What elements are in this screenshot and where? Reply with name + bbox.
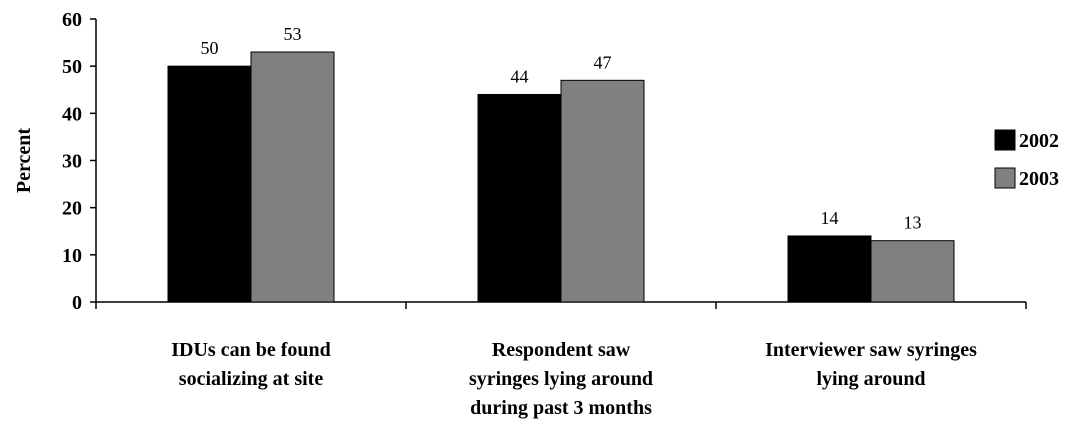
y-tick-label: 10 xyxy=(62,245,82,267)
y-tick-label: 20 xyxy=(62,198,82,220)
data-label: 13 xyxy=(904,213,922,233)
legend-swatch-2002 xyxy=(994,129,1016,151)
bar-2002-1 xyxy=(477,93,562,303)
bar-2003-1 xyxy=(560,79,645,303)
y-tick-label: 40 xyxy=(62,103,82,125)
category-label: Interviewer saw syringes xyxy=(765,339,977,361)
y-tick-label: 50 xyxy=(62,56,82,78)
bar-2002-2 xyxy=(787,235,872,303)
chart-legend: 2002 2003 xyxy=(994,129,1059,190)
legend-label: 2003 xyxy=(1019,168,1059,190)
category-label: lying around xyxy=(816,368,925,390)
bar-2002-0 xyxy=(167,65,252,303)
category-label: syringes lying around xyxy=(469,368,653,390)
y-tick-label: 30 xyxy=(62,151,82,173)
category-label: during past 3 months xyxy=(470,397,652,419)
data-label: 53 xyxy=(284,24,302,44)
y-tick-label: 60 xyxy=(62,9,82,31)
category-label: IDUs can be found xyxy=(171,339,330,361)
data-label: 14 xyxy=(821,208,839,228)
category-label: Respondent saw xyxy=(492,339,631,361)
y-axis-title: Percent xyxy=(13,128,35,193)
legend-swatch-2003 xyxy=(994,167,1016,189)
data-label: 50 xyxy=(201,38,219,58)
data-label: 44 xyxy=(511,66,529,86)
legend-label: 2002 xyxy=(1019,130,1059,152)
y-tick-label: 0 xyxy=(72,292,82,314)
category-label: socializing at site xyxy=(179,368,324,390)
chart-bars xyxy=(167,51,955,303)
chart-labels: Percent 50 53 IDUs can be found socializing … xyxy=(13,24,977,419)
bar-2003-2 xyxy=(870,240,955,303)
data-label: 47 xyxy=(594,52,612,72)
bar-2003-0 xyxy=(250,51,335,303)
